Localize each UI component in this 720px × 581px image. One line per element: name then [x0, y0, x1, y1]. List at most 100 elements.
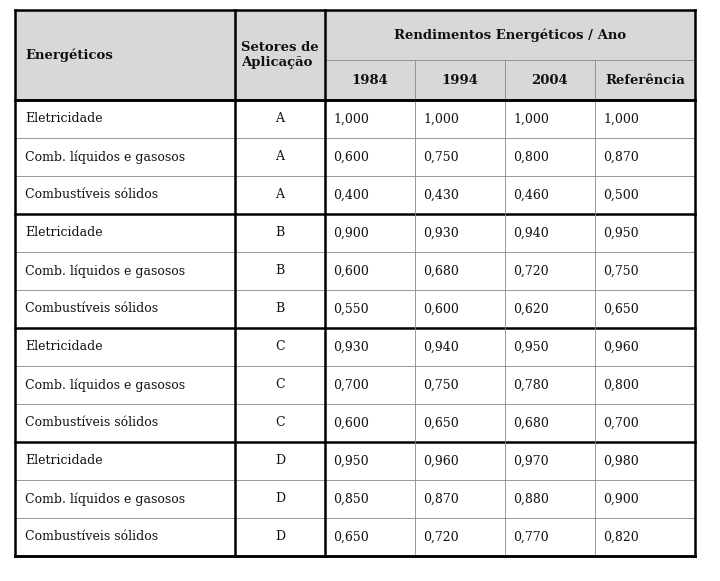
Bar	[415, 252, 505, 290]
Text: Eletricidade: Eletricidade	[25, 340, 103, 353]
Text: Referência: Referência	[605, 74, 685, 87]
Text: 0,750: 0,750	[423, 378, 459, 392]
Text: D: D	[275, 493, 285, 505]
Bar	[505, 328, 595, 366]
Bar	[505, 138, 595, 176]
Bar	[595, 518, 695, 556]
Text: 0,650: 0,650	[333, 530, 369, 543]
Bar	[15, 328, 235, 366]
Text: Comb. líquidos e gasosos: Comb. líquidos e gasosos	[25, 150, 185, 164]
Text: 1,000: 1,000	[603, 113, 639, 125]
Bar	[595, 176, 695, 214]
Bar	[15, 100, 235, 138]
Bar	[325, 138, 415, 176]
Bar	[235, 442, 325, 480]
Text: 0,800: 0,800	[513, 150, 549, 163]
Bar	[325, 176, 415, 214]
Bar	[15, 138, 235, 176]
Text: 0,460: 0,460	[513, 188, 549, 202]
Bar	[505, 214, 595, 252]
Text: Combustíveis sólidos: Combustíveis sólidos	[25, 188, 158, 202]
Text: 0,500: 0,500	[603, 188, 639, 202]
Text: Eletricidade: Eletricidade	[25, 454, 103, 468]
Bar	[15, 442, 235, 480]
Bar	[325, 214, 415, 252]
Bar	[505, 480, 595, 518]
Bar	[505, 518, 595, 556]
Text: 0,960: 0,960	[603, 340, 639, 353]
Text: 0,750: 0,750	[423, 150, 459, 163]
Bar	[415, 60, 505, 100]
Text: 0,960: 0,960	[423, 454, 459, 468]
Bar	[595, 328, 695, 366]
Bar	[415, 480, 505, 518]
Bar	[595, 100, 695, 138]
Text: 0,950: 0,950	[333, 454, 369, 468]
Text: 0,750: 0,750	[603, 264, 639, 278]
Text: 0,600: 0,600	[333, 150, 369, 163]
Bar	[505, 404, 595, 442]
Text: 0,870: 0,870	[423, 493, 459, 505]
Bar	[595, 480, 695, 518]
Text: 0,650: 0,650	[603, 303, 639, 315]
Text: Setores de
Aplicação: Setores de Aplicação	[241, 41, 319, 69]
Text: 0,870: 0,870	[603, 150, 639, 163]
Text: 0,680: 0,680	[513, 417, 549, 429]
Bar	[415, 442, 505, 480]
Bar	[505, 366, 595, 404]
Text: 1994: 1994	[441, 74, 479, 87]
Text: 0,680: 0,680	[423, 264, 459, 278]
Text: A: A	[276, 113, 284, 125]
Bar	[15, 252, 235, 290]
Text: 0,620: 0,620	[513, 303, 549, 315]
Text: B: B	[275, 303, 284, 315]
Text: 0,800: 0,800	[603, 378, 639, 392]
Text: 1984: 1984	[351, 74, 388, 87]
Bar	[235, 138, 325, 176]
Text: A: A	[276, 150, 284, 163]
Bar	[505, 100, 595, 138]
Text: Eletricidade: Eletricidade	[25, 227, 103, 239]
Bar	[415, 328, 505, 366]
Bar	[235, 290, 325, 328]
Bar	[505, 176, 595, 214]
Bar	[15, 214, 235, 252]
Text: Combustíveis sólidos: Combustíveis sólidos	[25, 417, 158, 429]
Bar	[325, 252, 415, 290]
Text: 0,900: 0,900	[333, 227, 369, 239]
Bar	[415, 214, 505, 252]
Text: Eletricidade: Eletricidade	[25, 113, 103, 125]
Bar	[505, 60, 595, 100]
Bar	[15, 10, 235, 100]
Text: 0,880: 0,880	[513, 493, 549, 505]
Bar	[505, 442, 595, 480]
Bar	[325, 518, 415, 556]
Text: 0,700: 0,700	[333, 378, 369, 392]
Text: C: C	[275, 417, 285, 429]
Text: C: C	[275, 378, 285, 392]
Text: 1,000: 1,000	[423, 113, 459, 125]
Bar	[595, 138, 695, 176]
Text: 1,000: 1,000	[333, 113, 369, 125]
Text: Comb. líquidos e gasosos: Comb. líquidos e gasosos	[25, 378, 185, 392]
Text: 0,940: 0,940	[423, 340, 459, 353]
Bar	[595, 252, 695, 290]
Text: 0,700: 0,700	[603, 417, 639, 429]
Bar	[325, 442, 415, 480]
Text: Energéticos: Energéticos	[25, 48, 113, 62]
Text: 0,930: 0,930	[333, 340, 369, 353]
Bar	[325, 10, 695, 60]
Text: C: C	[275, 340, 285, 353]
Bar	[415, 290, 505, 328]
Bar	[235, 10, 325, 100]
Bar	[595, 214, 695, 252]
Bar	[235, 518, 325, 556]
Bar	[325, 328, 415, 366]
Text: 0,400: 0,400	[333, 188, 369, 202]
Text: 0,950: 0,950	[603, 227, 639, 239]
Bar	[235, 100, 325, 138]
Text: 0,720: 0,720	[513, 264, 549, 278]
Bar	[595, 60, 695, 100]
Text: 0,430: 0,430	[423, 188, 459, 202]
Text: Combustíveis sólidos: Combustíveis sólidos	[25, 530, 158, 543]
